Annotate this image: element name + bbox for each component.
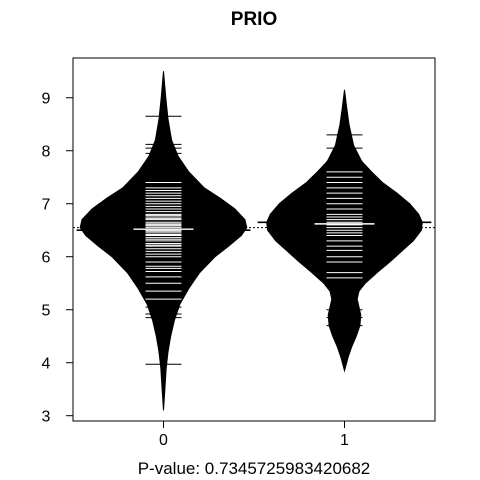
y-tick-label: 3 <box>42 409 51 426</box>
y-tick-label: 9 <box>42 91 51 108</box>
y-tick-label: 7 <box>42 197 51 214</box>
plot-frame <box>72 57 436 422</box>
y-tick-label: 6 <box>42 250 51 267</box>
x-tick-label-0: 0 <box>159 432 168 449</box>
plot-area: 0 1 3 4 5 6 7 8 9 <box>42 57 436 449</box>
x-tick-label-1: 1 <box>340 432 349 449</box>
chart-title: PRIO <box>231 9 277 30</box>
y-tick-label: 5 <box>42 303 51 320</box>
y-tick-label: 8 <box>42 144 51 161</box>
p-value-label: P-value: 0.7345725983420682 <box>138 459 371 478</box>
y-tick-label: 4 <box>42 356 51 373</box>
